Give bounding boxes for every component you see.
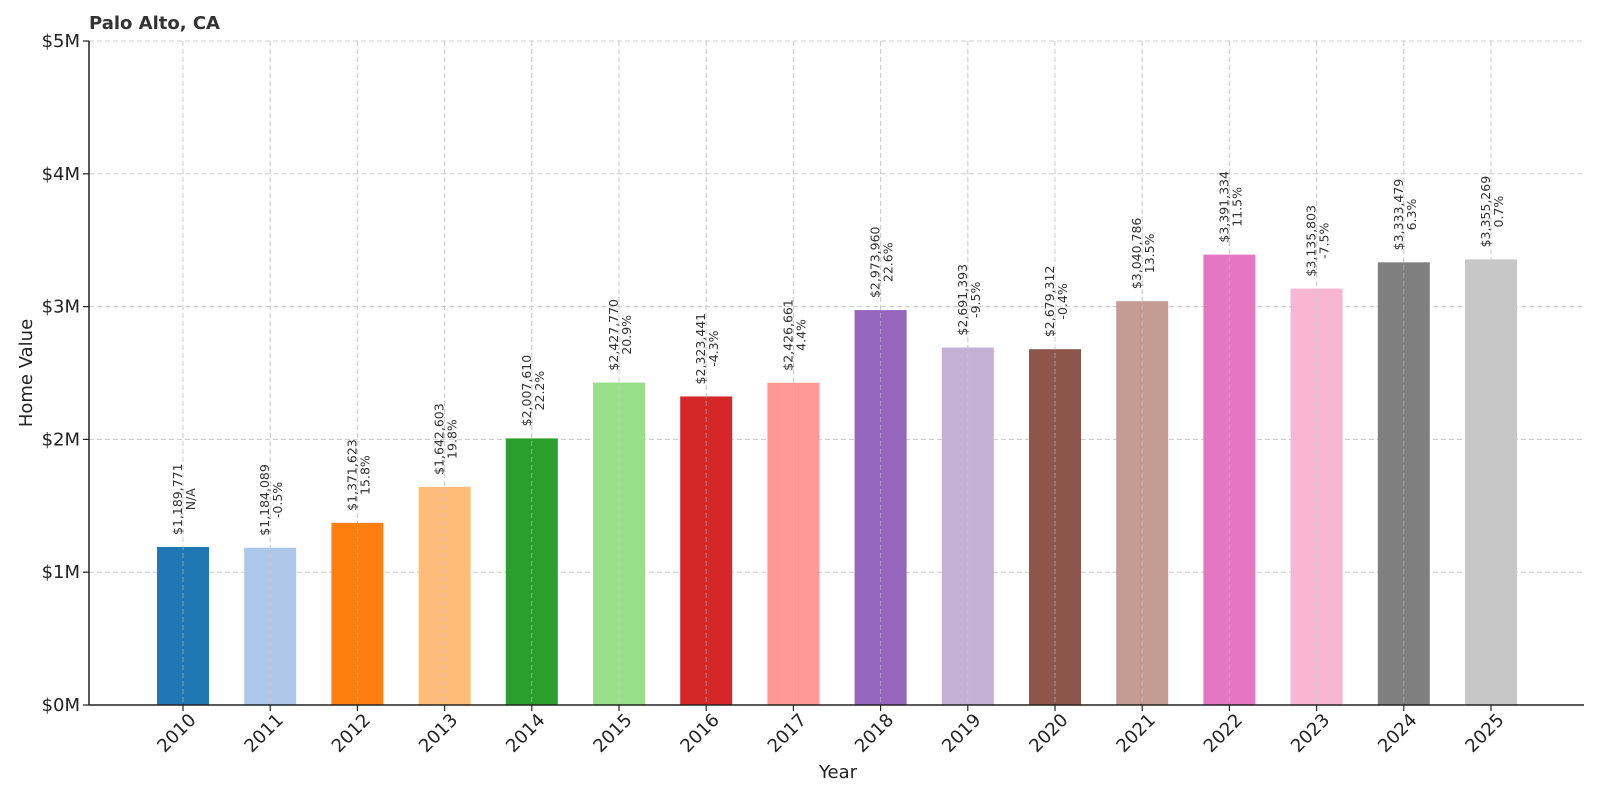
bar-value-label: $2,426,661 [780,299,795,371]
y-tick-label: $5M [42,31,80,52]
bar-label-group: $3,135,803-7.5% [1304,205,1332,277]
bar-change-label: -4.3% [706,330,721,366]
bar-change-label: -9.5% [968,282,983,318]
bar-change-label: 11.5% [1229,187,1244,227]
bar-change-label: -0.4% [1055,283,1070,319]
bar-value-label: $3,391,334 [1216,171,1231,243]
bar-value-label: $2,973,960 [868,226,883,298]
bar-change-label: -0.5% [270,482,285,518]
x-axis-label: Year [818,762,858,783]
y-tick-label: $4M [42,164,80,185]
x-tick-label: 2010 [153,710,200,757]
y-tick-label: $2M [42,429,80,450]
x-tick-label: 2021 [1112,710,1159,757]
axes [88,41,1584,706]
bar-value-label: $2,007,610 [519,355,534,427]
chart-title: Palo Alto, CA [89,13,220,34]
bar-label-group: $2,323,441-4.3% [693,313,721,385]
bar-label-group: $1,184,089-0.5% [257,464,285,536]
grid [89,40,1584,706]
bar-change-label: 4.4% [793,319,808,351]
y-tick-label: $3M [42,297,80,318]
x-tick-label: 2012 [328,710,375,757]
bar-value-label: $1,371,623 [344,439,359,511]
y-ticks: $0M $1M $2M $3M $4M $5M [42,31,89,716]
bar-value-label: $2,323,441 [693,313,708,385]
x-tick-label: 2023 [1287,710,1334,757]
bar-change-label: 6.3% [1404,199,1419,231]
bar-2015 [593,382,645,705]
x-tick-label: 2017 [764,710,811,757]
bar-value-label: $3,333,479 [1391,179,1406,251]
bar-label-group: $2,691,393-9.5% [955,264,983,336]
x-tick-label: 2015 [589,710,636,757]
x-tick-label: 2013 [415,710,462,757]
bar-value-label: $3,040,786 [1129,218,1144,290]
bar-value-label: $2,427,770 [606,299,621,371]
bar-change-label: 13.5% [1142,233,1157,273]
bar-value-label: $1,642,603 [432,403,447,475]
bar-value-label: $3,135,803 [1304,205,1319,277]
bar-label-group: $2,679,312-0.4% [1042,266,1070,338]
y-tick-label: $1M [42,562,80,583]
bar-change-label: -7.5% [1317,223,1332,259]
x-tick-label: 2025 [1461,710,1508,757]
x-tick-label: 2020 [1025,710,1072,757]
x-tick-label: 2014 [502,710,549,757]
bar-value-label: $2,679,312 [1042,266,1057,338]
bar-value-label: $1,184,089 [257,464,272,536]
bar-2017 [767,382,820,705]
y-axis-label: Home Value [16,319,37,427]
x-ticks: 2010 2011 2012 2013 2014 2015 2016 2017 2018 2019… [153,705,1509,757]
bars [157,41,1517,705]
bar-change-label: 20.9% [619,315,634,355]
bar-value-label: $2,691,393 [955,264,970,336]
bar-value-label: $3,355,269 [1478,176,1493,248]
bar-change-label: 0.7% [1491,196,1506,228]
bar-change-label: 19.8% [445,419,460,459]
bar-change-label: 22.2% [532,371,547,411]
x-tick-label: 2018 [851,710,898,757]
x-tick-label: 2019 [938,710,985,757]
bar-change-label: N/A [183,488,198,511]
bar-change-label: 22.6% [881,242,896,282]
y-tick-label: $0M [42,695,80,716]
x-tick-label: 2016 [676,710,723,757]
x-tick-label: 2022 [1200,710,1247,757]
bar-value-label: $1,189,771 [170,463,185,535]
x-tick-label: 2011 [240,710,287,757]
x-tick-label: 2024 [1374,710,1421,757]
bar-change-label: 15.8% [357,455,372,495]
